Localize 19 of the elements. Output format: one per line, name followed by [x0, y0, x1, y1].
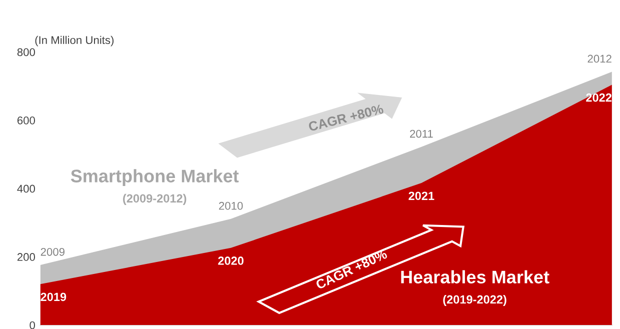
annotation: 2012: [588, 54, 612, 63]
annotation: (2009-2012): [123, 194, 186, 205]
annotation: 2020: [218, 256, 244, 265]
y-tick-label: 800: [17, 48, 36, 56]
series-label: Smartphone Market: [70, 169, 239, 186]
annotation: 2009: [40, 248, 64, 256]
annotation: 2022: [586, 93, 612, 102]
annotation: (2019-2022): [443, 294, 506, 306]
series-label: Hearables Market: [401, 270, 550, 284]
annotation: 2021: [408, 192, 434, 200]
annotation: 2010: [219, 202, 243, 210]
y-axis-title: (In Million Units): [35, 36, 114, 46]
annotation: 2019: [40, 292, 66, 302]
y-tick-label: 200: [17, 253, 36, 261]
y-tick-label: 600: [17, 116, 36, 124]
annotation: CAGR +80%: [308, 104, 384, 132]
y-tick-label: 400: [17, 184, 36, 193]
y-tick-label: 0: [30, 321, 36, 329]
annotation: 2011: [410, 130, 433, 138]
